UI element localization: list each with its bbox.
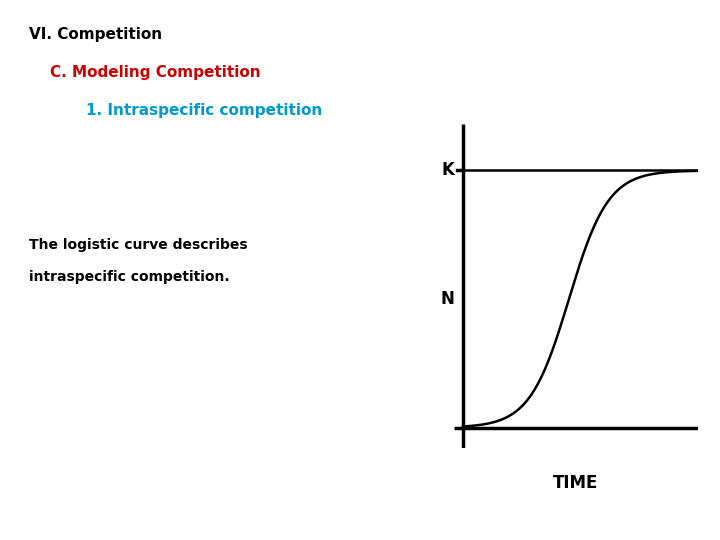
Text: The logistic curve describes: The logistic curve describes xyxy=(29,238,248,252)
Text: K: K xyxy=(442,161,455,179)
Text: intraspecific competition.: intraspecific competition. xyxy=(29,270,230,284)
Text: 1. Intraspecific competition: 1. Intraspecific competition xyxy=(86,103,323,118)
Text: TIME: TIME xyxy=(553,474,599,492)
Text: VI. Competition: VI. Competition xyxy=(29,27,162,42)
Text: N: N xyxy=(441,290,455,308)
Text: C. Modeling Competition: C. Modeling Competition xyxy=(50,65,261,80)
